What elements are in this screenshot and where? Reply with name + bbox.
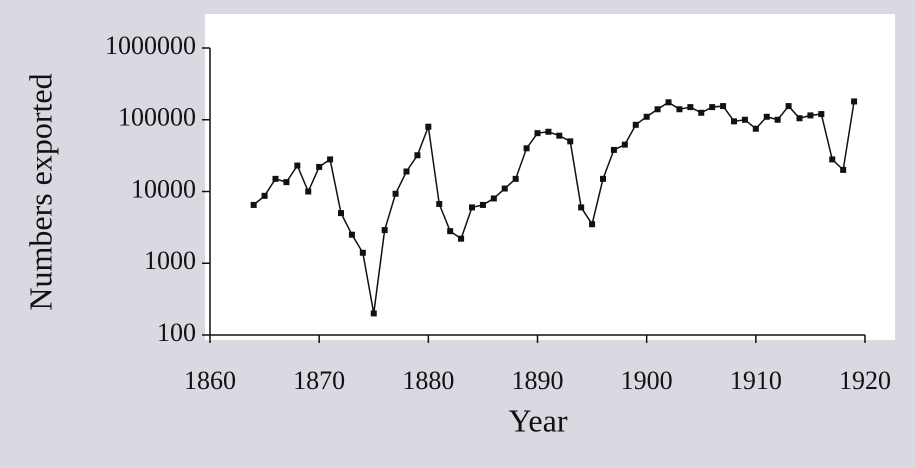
- data-point: [643, 113, 650, 120]
- data-point: [305, 188, 312, 195]
- data-point: [720, 103, 727, 110]
- data-point: [665, 99, 672, 106]
- data-point: [283, 179, 290, 186]
- y-axis-title: Numbers exported: [22, 73, 58, 310]
- data-point: [774, 116, 781, 123]
- data-point: [458, 235, 465, 242]
- data-point: [447, 228, 454, 235]
- data-point: [414, 152, 421, 159]
- data-point: [403, 168, 410, 175]
- data-point: [741, 116, 748, 123]
- data-point: [578, 204, 585, 211]
- data-point: [512, 175, 519, 182]
- data-point: [589, 221, 596, 228]
- x-tick-label: 1870: [293, 366, 345, 395]
- data-point: [676, 106, 683, 113]
- data-point: [752, 125, 759, 132]
- data-point: [567, 138, 574, 145]
- x-tick-label: 1890: [512, 366, 564, 395]
- data-point: [272, 175, 279, 182]
- data-point: [501, 185, 508, 192]
- y-tick-label: 1000000: [105, 31, 196, 60]
- data-point: [556, 132, 563, 139]
- data-point: [316, 163, 323, 170]
- data-point: [469, 204, 475, 211]
- data-point: [392, 190, 399, 197]
- data-point: [523, 145, 530, 152]
- data-point: [632, 121, 639, 128]
- y-tick-label: 100000: [118, 103, 196, 132]
- x-tick-label: 1860: [184, 366, 236, 395]
- data-point: [348, 231, 355, 238]
- data-point: [294, 162, 301, 169]
- data-point: [479, 201, 486, 208]
- data-point: [731, 118, 737, 125]
- data-point: [687, 104, 694, 111]
- data-point: [261, 192, 268, 199]
- data-point: [840, 166, 847, 173]
- data-point: [327, 156, 334, 163]
- y-tick-label: 10000: [131, 174, 196, 203]
- data-point: [381, 227, 388, 234]
- data-point: [654, 106, 661, 113]
- y-tick-label: 1000: [144, 246, 196, 275]
- x-tick-label: 1920: [839, 366, 891, 395]
- x-axis-title: Year: [509, 402, 568, 438]
- data-point: [785, 103, 792, 110]
- data-point: [709, 104, 716, 111]
- data-point: [600, 175, 606, 182]
- data-point: [698, 109, 705, 116]
- data-point: [851, 98, 858, 105]
- data-point: [763, 113, 770, 120]
- data-point: [436, 200, 443, 207]
- data-point: [610, 146, 617, 153]
- data-point: [545, 128, 552, 135]
- x-tick-label: 1910: [730, 366, 782, 395]
- data-point: [796, 115, 803, 122]
- data-point: [818, 111, 825, 118]
- data-point: [621, 141, 628, 148]
- data-point: [534, 130, 541, 137]
- data-point: [425, 123, 432, 130]
- data-point: [359, 249, 366, 256]
- x-tick-label: 1900: [621, 366, 673, 395]
- y-tick-label: 100: [157, 318, 196, 347]
- data-point: [829, 156, 836, 163]
- data-point: [370, 310, 377, 317]
- plot-panel: [205, 14, 895, 340]
- data-point: [250, 201, 257, 208]
- data-point: [490, 195, 497, 202]
- data-point: [338, 210, 344, 217]
- data-point: [807, 112, 814, 119]
- x-tick-label: 1880: [402, 366, 454, 395]
